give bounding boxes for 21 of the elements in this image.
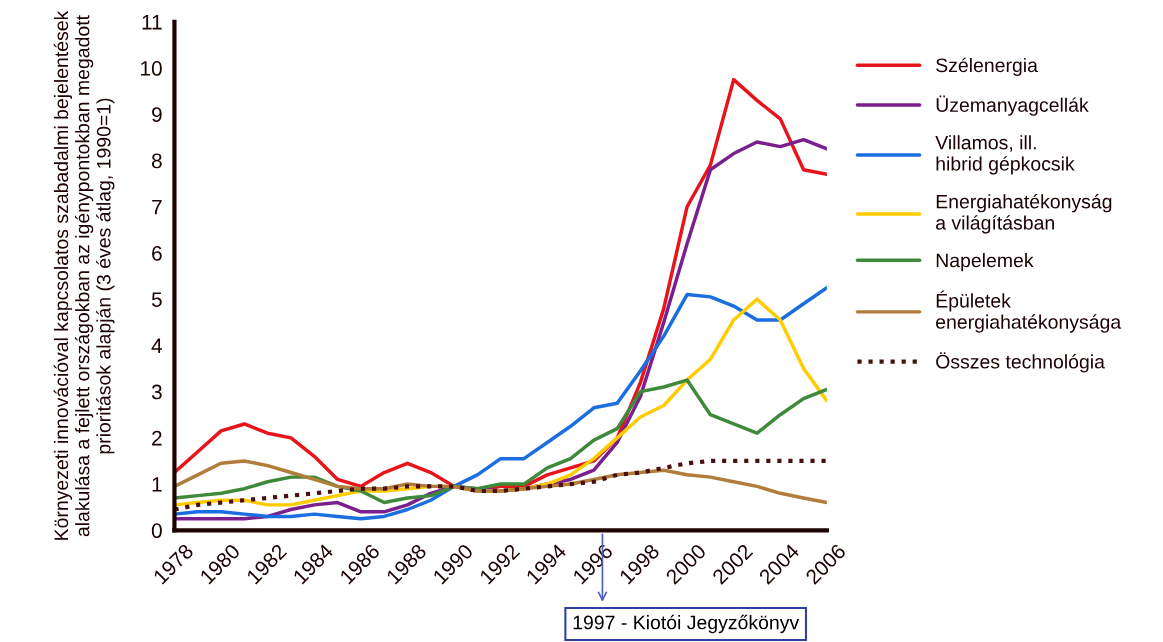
legend-label: Épületek energiahatékonysága — [936, 290, 1122, 333]
legend-label: Napelemek — [936, 253, 1034, 272]
y-tick-label: 10 — [141, 61, 162, 76]
y-tick-label: 2 — [152, 430, 162, 446]
y-axis-title: Környezeti innovációval kapcsolatos szabadalmi bejelentések alakulása a fejlett országokban az igénypontokban megadott prioritások alapján (3 éves átlag, 1990=1) — [53, 10, 115, 540]
legend-label: Villamos, ill. hibrid gépkocsik — [935, 135, 1075, 175]
y-tick-label: 5 — [151, 292, 162, 307]
y-tick-label: 8 — [151, 153, 162, 169]
y-tick-label: 0 — [151, 523, 162, 539]
y-tick-label: 4 — [151, 338, 163, 353]
y-tick-label: 9 — [152, 107, 162, 123]
y-tick-label: 3 — [151, 384, 162, 400]
y-tick-label: 7 — [152, 199, 162, 215]
legend-label: Szélenergia — [936, 57, 1038, 76]
legend-label: Üzemanyagcellák — [936, 95, 1089, 116]
legend-label: Összes technológia — [936, 352, 1105, 373]
y-tick-label: 1 — [152, 477, 162, 492]
legend-label: Energiahatékonyság a világításban — [936, 193, 1112, 234]
text: 1997 - Kiotói Jegyzőkönyv — [573, 614, 800, 634]
y-tick-label: 6 — [152, 245, 162, 261]
y-tick-label: 11 — [142, 15, 162, 30]
